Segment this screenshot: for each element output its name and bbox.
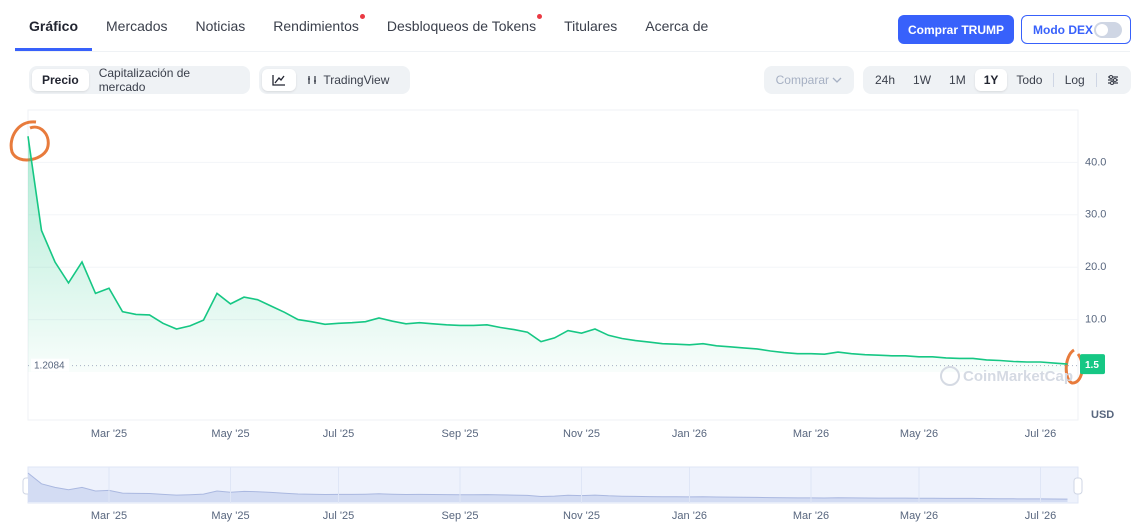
settings-button[interactable] — [1098, 69, 1128, 91]
navigator-label: Nov '25 — [563, 510, 600, 522]
navigator-label: Jul '26 — [1025, 510, 1056, 522]
range-button[interactable]: Log — [1064, 73, 1085, 87]
dex-label: Modo DEX — [1033, 22, 1093, 37]
switch[interactable] — [1094, 22, 1122, 38]
price-area — [28, 136, 1068, 372]
price-tag — [1080, 354, 1105, 375]
range-button[interactable]: 24h — [875, 73, 896, 87]
reference-label: 1.2084 — [34, 360, 65, 371]
watermark: CoinMarketCap — [963, 368, 1073, 385]
x-tick-label: May '25 — [211, 428, 249, 440]
watermark-logo — [940, 366, 960, 386]
x-tick-label: Jan '26 — [672, 428, 707, 440]
price-line — [27, 136, 1068, 365]
tab-label: Acerca de — [645, 17, 709, 34]
tab-label: Mercados — [106, 17, 168, 34]
chevron — [832, 77, 842, 83]
plot-frame — [27, 109, 1079, 421]
range-button[interactable]: 1Y — [974, 69, 1008, 91]
navigator-label: Sep '25 — [442, 510, 479, 522]
tab[interactable]: Titulares — [550, 0, 631, 51]
x-tick-label: Sep '25 — [442, 428, 479, 440]
mode-switch: Precio Capitalización de mercado — [29, 66, 250, 94]
y-tick-label: 20.0 — [1085, 261, 1106, 273]
navigator-label: Jul '25 — [323, 510, 354, 522]
x-tick-label: May '26 — [900, 428, 938, 440]
tab[interactable]: Gráfico — [15, 0, 93, 51]
tab[interactable]: Rendimientos — [259, 0, 373, 51]
x-tick-label: Mar '26 — [793, 428, 829, 440]
x-tick-label: Nov '25 — [563, 428, 600, 440]
y-tick-label: 30.0 — [1085, 209, 1106, 221]
tv-icon — [308, 76, 316, 84]
x-tick-label: Jul '25 — [323, 428, 354, 440]
compare-dropdown[interactable]: Comparar — [764, 66, 854, 94]
price-tag-label: 1.5 — [1085, 360, 1099, 371]
tab-label: Desbloqueos de Tokens — [386, 17, 537, 34]
navigator-label: May '25 — [211, 510, 249, 522]
line-chart-button[interactable] — [262, 69, 296, 91]
dex-toggle[interactable]: Modo DEX — [1021, 15, 1131, 44]
x-tick-label: Jul '26 — [1025, 428, 1056, 440]
tab[interactable]: Noticias — [181, 0, 259, 51]
y-tick-label: 40.0 — [1085, 156, 1106, 168]
mode-button[interactable]: Precio — [32, 69, 89, 91]
navigator-label: Mar '25 — [91, 510, 127, 522]
line-icon — [272, 75, 285, 86]
tab-label: Noticias — [195, 17, 246, 34]
tab-bar: Gráfico Mercados Noticias Rendimientos Desbl… — [15, 0, 1130, 52]
badge-dot — [537, 14, 543, 19]
range-switch: 24h 1W 1M 1Y Todo Log — [863, 66, 1131, 94]
navigator-label: Jan '26 — [672, 510, 707, 522]
y-tick-label: 10.0 — [1085, 314, 1106, 326]
range-button[interactable]: 1W — [913, 73, 932, 87]
tab-label: Rendimientos — [273, 17, 359, 34]
compare-label: Comparar — [775, 73, 829, 87]
tab-label: Gráfico — [29, 17, 79, 34]
navigator-area — [28, 473, 1068, 502]
badge-dot — [359, 14, 365, 19]
tab-label: Titulares — [564, 17, 618, 34]
tool-label: TradingView — [323, 73, 390, 87]
settings-icon — [1107, 75, 1118, 85]
range-button[interactable]: 1M — [949, 73, 966, 87]
navigator-label: Mar '26 — [793, 510, 829, 522]
reference-label-bg — [31, 358, 69, 372]
chart-tools: TradingView — [259, 66, 410, 94]
buy-button[interactable]: Comprar TRUMP — [898, 15, 1014, 44]
range-button[interactable]: Todo — [1016, 73, 1043, 87]
currency-label: USD — [1091, 409, 1114, 421]
tab[interactable]: Mercados — [92, 0, 181, 51]
tab[interactable]: Acerca de — [631, 0, 722, 51]
navigator-line — [27, 472, 1068, 500]
mode-button[interactable]: Capitalización de mercado — [98, 66, 191, 94]
x-tick-label: Mar '25 — [91, 428, 127, 440]
navigator-label: May '26 — [900, 510, 938, 522]
tab[interactable]: Desbloqueos de Tokens — [373, 0, 550, 51]
tradingview-button[interactable]: TradingView — [296, 69, 399, 91]
navigator-handle[interactable] — [1073, 477, 1083, 495]
